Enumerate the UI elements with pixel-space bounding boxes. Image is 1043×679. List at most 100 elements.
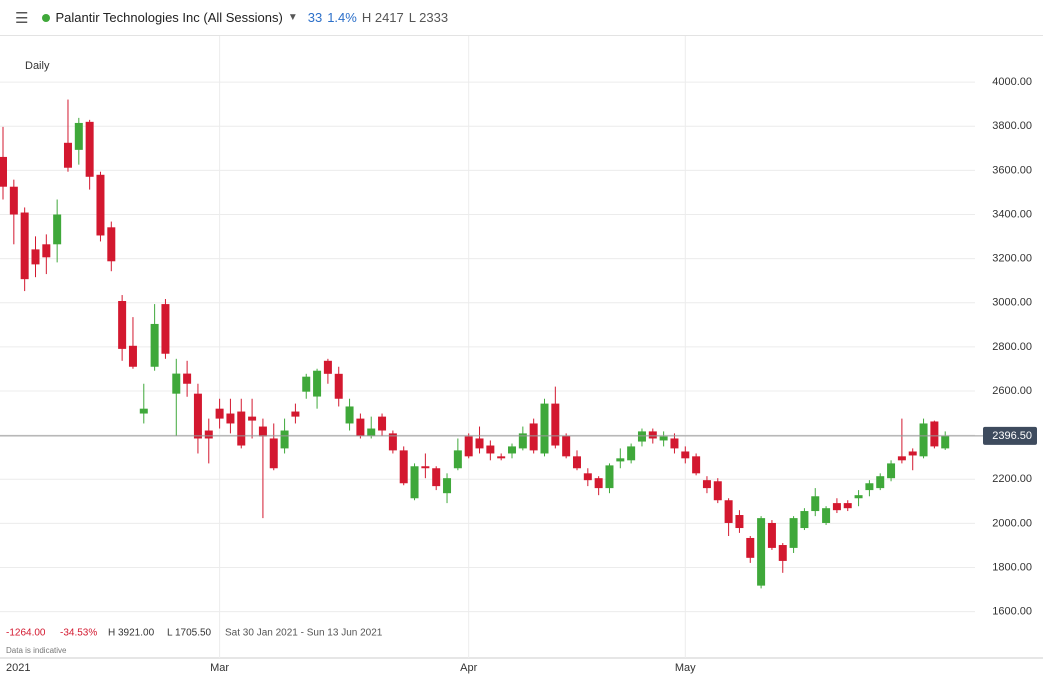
footer-change-pct: -34.53% (60, 628, 97, 639)
candle-body (443, 478, 452, 494)
candle-body (865, 483, 874, 491)
footer-note: Data is indicative (6, 646, 67, 655)
candle-body (345, 406, 354, 424)
candle-body (702, 480, 711, 489)
candle-body (551, 403, 560, 446)
candle-body (529, 423, 538, 451)
high: H 2417 (361, 10, 404, 25)
y-tick-label: 2200.00 (992, 473, 1032, 485)
candle-body (854, 495, 863, 499)
candle-body (378, 416, 387, 431)
candle-body (508, 446, 517, 454)
candle-body (594, 478, 603, 489)
candle-body (659, 436, 668, 441)
menu-icon[interactable]: ☰ (15, 9, 29, 27)
candle-body (302, 376, 311, 392)
candle-body (616, 458, 625, 462)
candle-body (421, 466, 430, 469)
candle-body (572, 456, 581, 469)
candle-body (767, 522, 776, 548)
candle-body (800, 511, 809, 529)
y-tick-label: 1600.00 (992, 606, 1032, 618)
last-price-tag (983, 426, 1037, 445)
footer-range: Sat 30 Jan 2021 - Sun 13 Jun 2021 (225, 628, 383, 639)
candle-body (356, 418, 365, 436)
x-tick-label: Mar (210, 662, 229, 674)
candle-body (919, 423, 928, 457)
candle-body (832, 503, 841, 511)
candle-body (172, 373, 181, 394)
candle-body (215, 408, 224, 419)
candle-body (313, 370, 322, 397)
grid (0, 36, 975, 658)
candle-body (432, 468, 441, 487)
change: 33 (307, 10, 323, 25)
candle-body (258, 426, 267, 437)
candle-body (789, 518, 798, 548)
candle-body (475, 438, 484, 449)
candle-body (497, 456, 506, 459)
candle-body (941, 435, 950, 449)
candle-body (822, 508, 831, 523)
candle-body (681, 451, 690, 459)
change-pct: 1.4% (327, 10, 357, 25)
header: ☰ Palantir Technologies Inc (All Session… (0, 0, 1043, 36)
candle-body (713, 481, 722, 501)
candle-body (367, 428, 376, 436)
candle-body (627, 446, 636, 461)
candle-body (118, 301, 127, 349)
y-tick-label: 2800.00 (992, 341, 1032, 353)
candle-body (746, 537, 755, 558)
candle-body (85, 121, 94, 177)
candle-body (887, 463, 896, 479)
candle-body (453, 450, 462, 469)
candle-body (811, 496, 820, 512)
candle-body (53, 214, 62, 245)
x-tick-label: 2021 (6, 662, 30, 674)
candle-body (226, 413, 235, 424)
footer-change: -1264.00 (6, 628, 46, 639)
candle-body (583, 473, 592, 481)
candle-body (74, 122, 83, 150)
candle-body (161, 304, 170, 354)
candle-body (757, 518, 766, 586)
y-tick-label: 3000.00 (992, 297, 1032, 309)
dropdown-arrow[interactable]: ▼ (287, 12, 298, 23)
candle-body (107, 227, 116, 262)
interval-label: Daily (25, 60, 50, 72)
candle-body (269, 438, 278, 469)
candle-body (0, 156, 7, 187)
candle-body (724, 500, 733, 523)
y-tick-label: 3800.00 (992, 120, 1032, 132)
candle-body (150, 323, 159, 367)
candle-body (334, 373, 343, 399)
candle-body (31, 249, 40, 265)
candle-body (280, 430, 289, 449)
candle-body (291, 411, 300, 417)
status-dot (42, 13, 51, 22)
candle-body (778, 545, 787, 561)
candle-body (204, 430, 213, 439)
candle-body (605, 465, 614, 489)
candle-body (128, 345, 137, 367)
candle-body (410, 466, 419, 499)
y-tick-label: 1800.00 (992, 561, 1032, 573)
instrument-title[interactable]: Palantir Technologies Inc (All Sessions) (55, 10, 283, 25)
candle-body (42, 244, 51, 258)
candle-body (183, 373, 192, 384)
candle-body (96, 174, 105, 236)
candle-body (9, 186, 18, 215)
x-tick-label: Apr (460, 662, 477, 674)
y-tick-label: 2600.00 (992, 385, 1032, 397)
candle-body (692, 456, 701, 474)
candle-body (237, 411, 246, 446)
candle-body (897, 456, 906, 461)
chart: Daily -1264.00 -34.53% H 3921.00 L 1705.… (0, 36, 1043, 674)
candle-body (735, 515, 744, 529)
candle-body (63, 142, 72, 168)
candle-body (637, 431, 646, 442)
candle-body (193, 393, 202, 439)
candle-body (908, 451, 917, 456)
y-tick-label: 3400.00 (992, 208, 1032, 220)
